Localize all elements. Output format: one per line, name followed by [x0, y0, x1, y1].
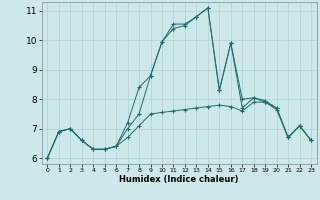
X-axis label: Humidex (Indice chaleur): Humidex (Indice chaleur): [119, 175, 239, 184]
